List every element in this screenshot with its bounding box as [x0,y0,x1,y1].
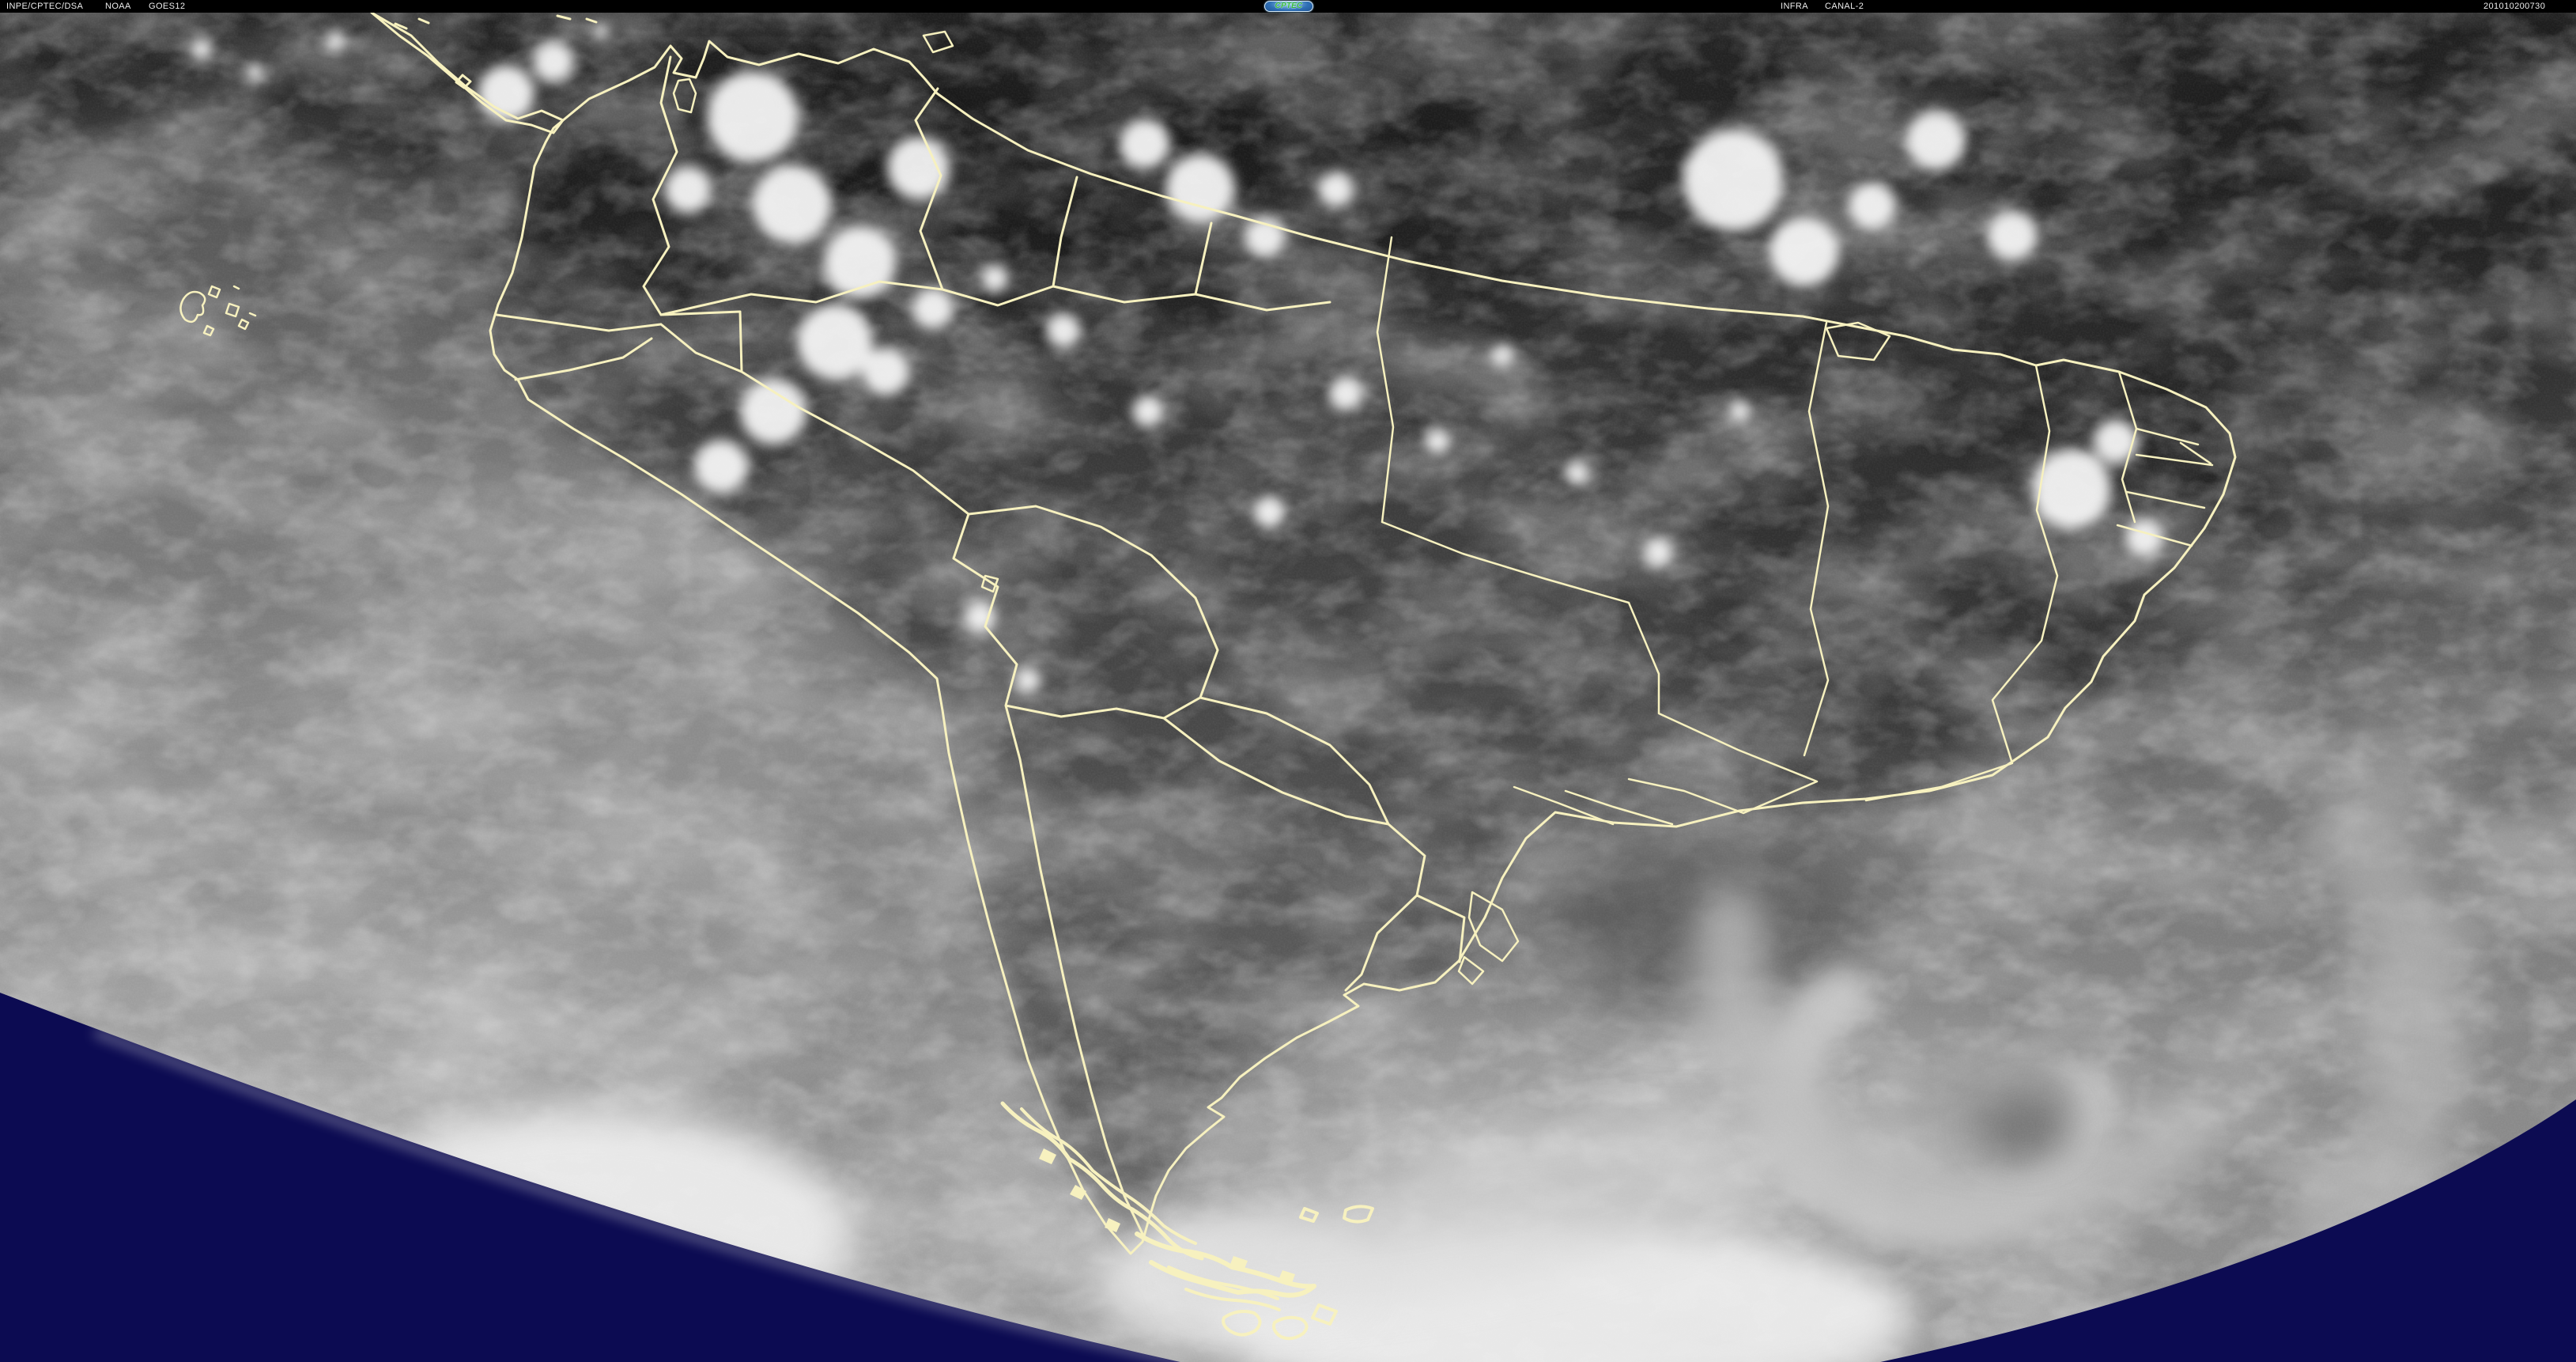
band-label: INFRA [1781,2,1808,11]
header-bar: INPE/CPTEC/DSA NOAA GOES12 CPTEC INFRA C… [0,0,2576,13]
cptec-logo-text: CPTEC [1275,2,1303,10]
agency-label: INPE/CPTEC/DSA [6,2,84,11]
marajo-island [1825,321,1891,361]
brazil-state-borders [1376,236,2214,826]
south-america-coastline [489,40,2237,1255]
map-overlay [179,11,2237,1362]
falkland-islands [1222,1205,1374,1341]
lake-titicaca [980,574,999,593]
cptec-logo: CPTEC [1264,1,1313,12]
space-limb [0,993,2576,1362]
lake-maracaibo [672,78,697,114]
central-america-coastline [370,11,598,134]
galapagos-islands [179,285,257,337]
patos-lagoons [1457,891,1520,986]
datetime-label: 201010200730 [2483,2,2546,11]
channel-label: CANAL-2 [1825,2,1864,11]
country-borders [495,55,1466,1237]
trinidad-island [922,30,954,54]
patagonia-fjords [1000,1101,1316,1311]
noaa-label: NOAA [105,2,131,11]
satellite-label: GOES12 [149,2,186,11]
limb-fringe [93,1029,1187,1362]
